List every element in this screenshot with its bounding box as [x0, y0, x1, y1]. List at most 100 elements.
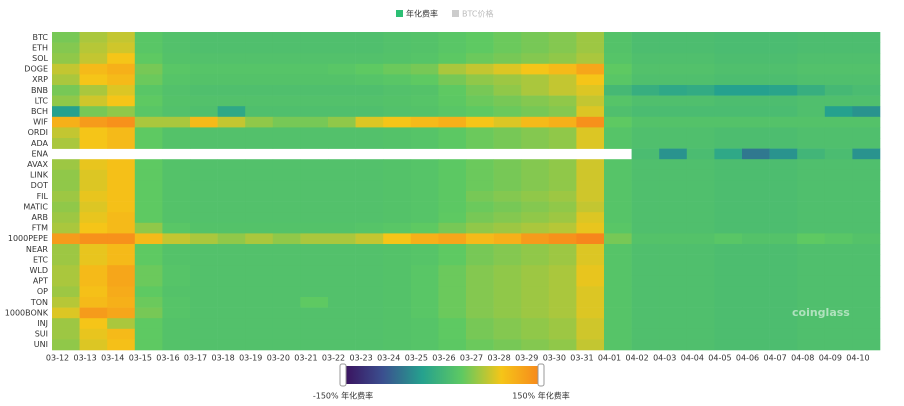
heat-cell	[686, 201, 715, 213]
heat-cell	[300, 275, 329, 287]
heat-cell	[107, 191, 136, 202]
heat-cell	[521, 286, 550, 298]
heat-cell	[631, 106, 660, 118]
heat-cell	[824, 159, 853, 171]
heat-cell	[466, 275, 494, 287]
heat-cell	[383, 138, 412, 149]
heat-cell	[824, 127, 853, 139]
heat-cell	[742, 254, 770, 266]
legend-label[interactable]: BTC价格	[462, 9, 494, 19]
heat-cell	[300, 201, 329, 213]
heat-cell	[493, 212, 522, 224]
heat-cell	[659, 106, 688, 118]
heat-cell	[328, 339, 356, 351]
x-tick-label: 03-14	[101, 354, 124, 363]
row-label: TON	[30, 298, 48, 307]
heat-cell	[272, 169, 301, 181]
heat-cell	[521, 138, 550, 149]
heat-cell	[604, 138, 632, 149]
heat-cell	[769, 74, 798, 86]
heat-cell	[659, 222, 688, 234]
heat-cell	[521, 74, 550, 86]
heat-cell	[742, 180, 770, 192]
heat-cell	[300, 328, 329, 340]
heat-cell	[272, 286, 301, 298]
heat-cell	[355, 106, 384, 118]
heat-cell	[355, 127, 384, 139]
heat-cell	[79, 159, 108, 171]
heat-cell	[714, 307, 743, 319]
legend-swatch[interactable]	[396, 10, 403, 17]
heat-cell	[714, 63, 743, 75]
heat-cell	[493, 328, 522, 340]
heat-cell	[604, 169, 632, 181]
heat-cell	[852, 307, 881, 319]
heat-cell	[824, 222, 853, 234]
heat-cell	[466, 191, 494, 202]
heat-cell	[742, 222, 770, 234]
heat-cell	[190, 297, 218, 308]
heat-cell	[162, 32, 191, 43]
heat-cell	[410, 275, 439, 287]
heat-cell	[79, 63, 108, 75]
heat-cell	[852, 212, 881, 224]
legend-label[interactable]: 年化费率	[406, 9, 438, 19]
colorbar-handle[interactable]	[537, 363, 545, 387]
heat-cell	[714, 318, 743, 330]
heat-cell	[410, 95, 439, 107]
heat-cell	[604, 191, 632, 202]
heat-cell	[438, 328, 467, 340]
heat-cell	[797, 318, 826, 330]
heat-cell	[548, 127, 577, 139]
heat-cell	[79, 339, 108, 351]
heat-cell	[134, 95, 163, 107]
heat-cell	[576, 233, 605, 245]
heat-cell	[107, 159, 136, 171]
heat-cell	[797, 106, 826, 118]
heat-cell	[714, 127, 743, 139]
heat-cell	[328, 63, 356, 75]
heat-cell	[272, 191, 301, 202]
heat-cell	[245, 180, 274, 192]
heat-cell	[797, 180, 826, 192]
heat-cell	[742, 328, 770, 340]
heat-cell	[52, 191, 80, 202]
heat-cell	[438, 233, 467, 245]
heat-cell	[604, 201, 632, 213]
heat-cell	[576, 169, 605, 181]
heat-cell	[52, 254, 80, 266]
heat-cell	[714, 148, 743, 160]
heat-cell	[548, 318, 577, 330]
heat-cell	[190, 222, 218, 234]
heat-cell	[714, 116, 743, 128]
heat-cell	[217, 244, 246, 255]
heat-cell	[410, 63, 439, 75]
heat-cell	[79, 180, 108, 192]
heat-cell	[548, 53, 577, 65]
heat-cell	[548, 169, 577, 181]
heat-cell	[824, 318, 853, 330]
row-label: OP	[37, 287, 48, 296]
heat-cell	[245, 222, 274, 234]
heat-cell	[107, 95, 136, 107]
heat-cell	[604, 159, 632, 171]
heat-cell	[576, 106, 605, 118]
heat-cell	[300, 286, 329, 298]
heat-cell	[769, 222, 798, 234]
heat-cell	[328, 233, 356, 245]
heat-cell	[190, 201, 218, 213]
heat-cell	[631, 159, 660, 171]
heat-cell	[466, 212, 494, 224]
heat-cell	[604, 286, 632, 298]
row-label: APT	[33, 277, 48, 286]
heat-cell	[217, 74, 246, 86]
heat-cell	[659, 63, 688, 75]
x-tick-label: 04-03	[653, 354, 676, 363]
heat-cell	[852, 106, 881, 118]
heat-cell	[107, 63, 136, 75]
heat-cell	[134, 116, 163, 128]
colorbar-handle[interactable]	[339, 363, 347, 387]
heat-cell	[134, 275, 163, 287]
heat-cell	[272, 307, 301, 319]
legend-swatch[interactable]	[452, 10, 459, 17]
